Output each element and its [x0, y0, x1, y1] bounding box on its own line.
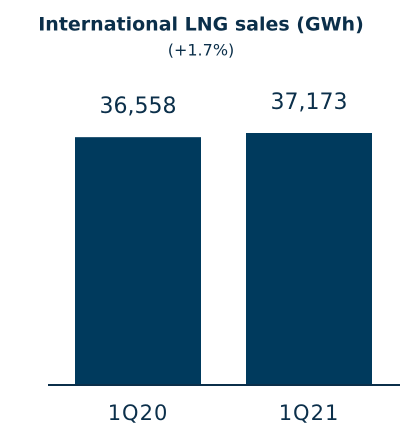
value-label: 36,558 [100, 94, 177, 119]
bar [246, 133, 372, 385]
chart-title: International LNG sales (GWh) [38, 14, 364, 36]
bar [75, 137, 201, 385]
x-tick-label: 1Q20 [108, 401, 169, 425]
value-label: 37,173 [271, 90, 348, 115]
x-tick-label: 1Q21 [279, 401, 340, 425]
chart-subtitle: (+1.7%) [168, 41, 235, 60]
